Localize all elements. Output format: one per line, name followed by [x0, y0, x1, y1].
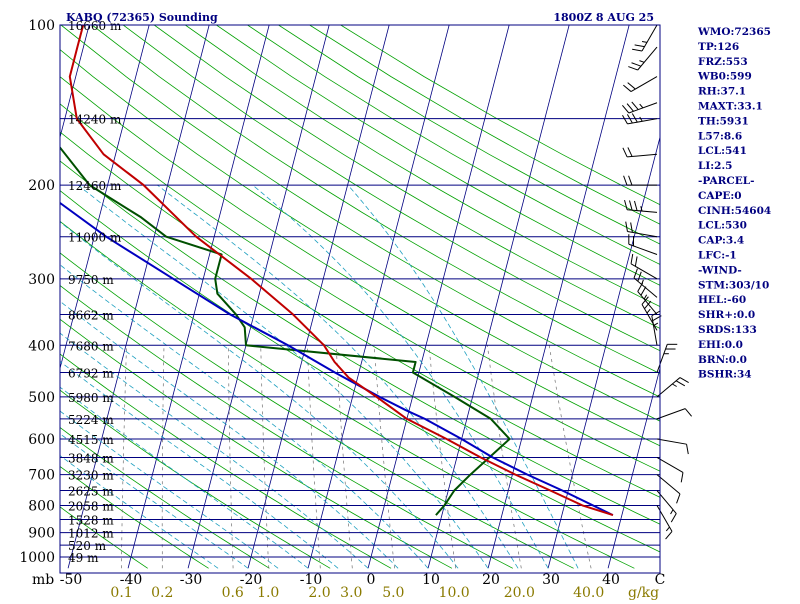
stat-line: CINH:54604 [698, 205, 771, 217]
height-label: 3230 m [68, 469, 114, 483]
temperature-tick-label: 40 [602, 572, 620, 588]
mixing-ratio-unit-label: g/kg [628, 585, 659, 600]
mixing-ratio-label: 20.0 [504, 585, 535, 600]
height-label: 7680 m [68, 339, 114, 353]
pressure-label: 1000 [19, 550, 55, 566]
stat-line: RH:37.1 [698, 86, 746, 98]
height-label: 8662 m [68, 308, 114, 322]
mixing-ratio-label: 5.0 [382, 585, 404, 600]
mixing-ratio-label: 0.2 [151, 585, 173, 600]
pressure-label: 600 [28, 432, 55, 448]
temperature-tick-label: -50 [60, 572, 83, 588]
pressure-label: 700 [28, 468, 55, 484]
stat-line: SRDS:133 [698, 324, 757, 336]
stat-line: BRN:0.0 [698, 354, 747, 366]
mixing-ratio-label: 0.1 [110, 585, 132, 600]
temperature-tick-label: 30 [542, 572, 560, 588]
mixing-ratio-label: 2.0 [308, 585, 330, 600]
pressure-label: 100 [28, 18, 55, 34]
station-title: KABQ (72365) Sounding [66, 11, 218, 24]
stat-line: -PARCEL- [698, 175, 754, 187]
stat-line: WMO:72365 [697, 26, 771, 38]
height-label: 6792 m [68, 367, 114, 381]
stat-line: LI:2.5 [698, 160, 732, 172]
sounding-time: 1800Z 8 AUG 25 [553, 11, 654, 24]
height-label: 12460 m [68, 179, 122, 193]
height-label: 11000 m [68, 231, 122, 245]
stat-line: LFC:-1 [698, 250, 737, 262]
temperature-tick-label: 10 [422, 572, 440, 588]
mixing-ratio-label: 0.6 [222, 585, 244, 600]
stat-line: LCL:530 [698, 220, 747, 232]
pressure-unit-label: mb [32, 572, 54, 588]
stat-line: EHI:0.0 [698, 339, 743, 351]
height-label: 5980 m [68, 391, 114, 405]
stat-line: TP:126 [698, 41, 739, 53]
height-label: 2625 m [68, 485, 114, 499]
stat-line: MAXT:33.1 [698, 101, 763, 113]
temperature-tick-label: -30 [180, 572, 203, 588]
height-label: 3848 m [68, 451, 114, 465]
stat-line: FRZ:553 [698, 56, 748, 68]
pressure-label: 900 [28, 526, 55, 542]
stat-line: HEL:-60 [698, 294, 746, 306]
stat-line: LCL:541 [698, 145, 747, 157]
mixing-ratio-label: 1.0 [257, 585, 279, 600]
pressure-label: 200 [28, 178, 55, 194]
height-label: 9750 m [68, 273, 114, 287]
mixing-ratio-label: 10.0 [439, 585, 470, 600]
temperature-tick-label: 20 [482, 572, 500, 588]
stat-line: BSHR:34 [698, 369, 752, 381]
stat-line: TH:5931 [698, 115, 749, 127]
stat-line: L57:8.6 [698, 130, 742, 142]
stat-line: -WIND- [698, 264, 742, 276]
temperature-tick-label: 0 [367, 572, 376, 588]
stat-line: CAP:3.4 [698, 235, 744, 247]
pressure-label: 800 [28, 498, 55, 514]
height-label: 14240 m [68, 113, 122, 127]
height-label: 4515 m [68, 433, 114, 447]
stat-line: CAPE:0 [698, 190, 742, 202]
stat-line: STM:303/10 [698, 279, 769, 291]
height-label: 5224 m [68, 413, 114, 427]
height-label: 1528 m [68, 513, 114, 527]
pressure-label: 400 [28, 338, 55, 354]
mixing-ratio-label: 3.0 [340, 585, 362, 600]
stat-line: SHR+:0.0 [698, 309, 755, 321]
mixing-ratio-label: 40.0 [573, 585, 604, 600]
height-label: 2058 m [68, 499, 114, 513]
height-label: 49 m [68, 551, 99, 565]
stat-line: WB0:599 [697, 71, 752, 83]
pressure-label: 500 [28, 390, 55, 406]
pressure-label: 300 [28, 272, 55, 288]
